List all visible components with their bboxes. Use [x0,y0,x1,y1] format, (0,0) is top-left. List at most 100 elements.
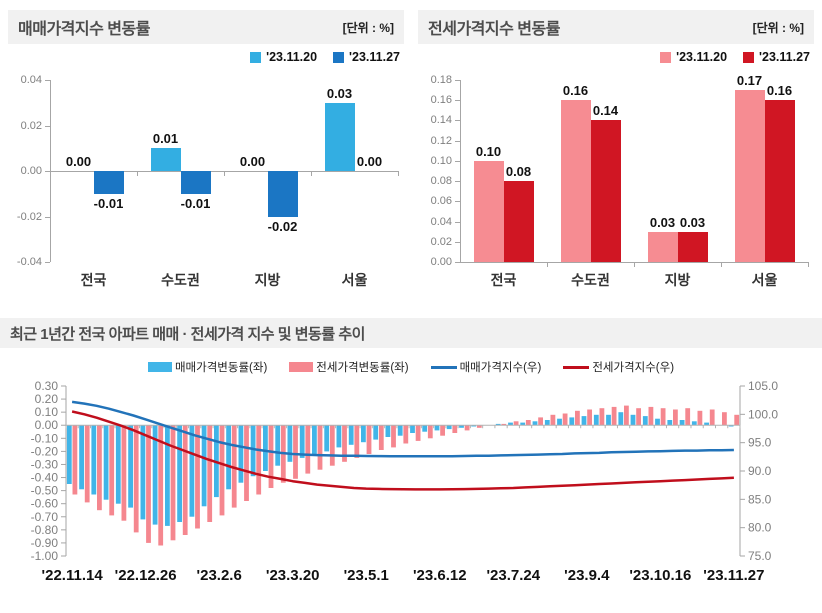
trend-bar-전세가격변동률(좌) [293,425,298,479]
value-label: 0.00 [239,154,266,169]
pink-bar-chip-icon [289,362,314,372]
left-tick-label: -0.60 [31,497,59,511]
x-axis-label: '23.5.1 [344,567,389,584]
trend-bar-매매가격변동률(좌) [201,425,207,507]
right-tick-label: 90.0 [748,464,772,478]
bar-'23.11.27 [764,100,795,262]
y-tick [45,80,50,81]
value-label: -0.01 [180,195,211,211]
trend-bar-매매가격변동률(좌) [422,425,428,432]
value-label: 0.14 [592,103,619,119]
trend-bar-전세가격변동률(좌) [648,406,654,426]
trend-bar-매매가격변동률(좌) [618,412,624,426]
trend-bar-매매가격변동률(좌) [434,425,440,431]
trend-bar-매매가격변동률(좌) [544,420,550,426]
trend-bar-매매가격변동률(좌) [593,414,599,426]
trend-section: 최근 1년간 전국 아파트 매매 · 전세가격 지수 및 변동률 추이 매매가격… [0,318,822,595]
trend-combo-chart: 0.300.200.100.00-0.10-0.20-0.30-0.40-0.5… [31,380,779,584]
y-tick [45,125,50,127]
category-label: 전국 [490,272,517,288]
bar-'23.11.20 [734,90,765,262]
dark-red-swatch-icon [743,51,755,63]
sales-unit-label: [단위 : %] [342,20,394,35]
jeonse-legend-item-1120: '23.11.20 [660,50,727,64]
bar-'23.11.27 [267,171,298,217]
left-tick-label: -0.30 [31,457,59,471]
trend-bar-매매가격변동률(좌) [446,425,452,430]
trend-bar-전세가격변동률(좌) [513,421,519,426]
trend-bar-전세가격변동률(좌) [624,405,629,426]
category-label: 수도권 [161,272,200,288]
trend-bar-매매가격변동률(좌) [361,425,366,443]
left-tick-label: -1.00 [31,549,59,563]
trend-bar-매매가격변동률(좌) [495,423,501,426]
trend-bar-매매가격변동률(좌) [263,425,268,471]
trend-bar-전세가격변동률(좌) [195,425,200,529]
trend-bar-매매가격변동률(좌) [226,425,231,490]
y-tick [455,140,460,142]
trend-bar-전세가격변동률(좌) [342,425,347,462]
trend-bar-전세가격변동률(좌) [636,408,641,426]
value-label: 0.00 [356,154,383,169]
right-tick-label: 95.0 [748,436,772,450]
trend-bar-매매가격변동률(좌) [557,418,562,426]
value-label: 0.03 [649,214,676,230]
y-tick-label: -0.04 [16,256,42,268]
trend-legend: 매매가격변동률(좌) 전세가격변동률(좌) 매매가격지수(우) 전세가격지수(우… [0,354,822,380]
trend-bar-전세가격변동률(좌) [722,412,727,426]
y-tick-label: 0.06 [430,195,452,208]
trend-bar-전세가격변동률(좌) [660,408,666,426]
trend-bar-매매가격변동률(좌) [103,425,109,500]
trend-bar-매매가격변동률(좌) [728,425,734,427]
trend-bar-매매가격변동률(좌) [250,425,256,477]
y-tick-label: 0.14 [430,114,452,127]
left-tick-label: 0.30 [35,380,59,393]
trend-bar-매매가격변동률(좌) [581,416,587,426]
x-axis-label: '23.11.27 [703,567,764,584]
y-tick [45,262,50,263]
x-tick [634,262,635,267]
value-label: 0.01 [152,131,179,147]
left-tick-label: 0.10 [35,405,59,419]
trend-bar-전세가격변동률(좌) [366,425,372,454]
trend-bar-매매가격변동률(좌) [642,416,648,426]
y-tick-label: -0.02 [16,210,42,223]
trend-bar-전세가격변동률(좌) [525,420,531,426]
trend-bar-전세가격변동률(좌) [391,425,396,448]
trend-legend-item-sales-change: 매매가격변동률(좌) [147,359,267,375]
bar-'23.11.27 [180,171,211,194]
bar-'23.11.27 [677,231,708,262]
y-tick [455,201,460,203]
trend-bar-전세가격변동률(좌) [599,408,605,426]
y-tick-label: 0.12 [430,134,452,147]
trend-bar-전세가격변동률(좌) [550,414,556,426]
y-tick [45,216,50,218]
trend-bar-매매가격변동률(좌) [397,425,403,436]
trend-bar-전세가격변동률(좌) [562,413,568,426]
y-tick-label: 0.00 [430,256,452,268]
left-tick-label: -0.90 [31,536,59,550]
trend-bar-매매가격변동률(좌) [152,425,158,525]
x-tick [224,171,225,176]
trend-bar-매매가격변동률(좌) [177,425,182,522]
left-tick-label: 0.20 [35,392,59,406]
sales-legend-label-1120: '23.11.20 [266,50,318,64]
jeonse-bar-chart: 0.18 0.16 0.14 0.12 0.10 0.08 0.06 0.04 0.02 0.00… [418,68,814,308]
trend-bar-매매가격변동률(좌) [238,425,244,483]
top-charts-row: 매매가격지수 변동률 [단위 : %] '23.11.20 '23.11.27 … [8,10,814,308]
right-tick-label: 75.0 [748,549,772,563]
y-tick [455,160,460,162]
jeonse-unit-label: [단위 : %] [752,20,804,35]
x-axis-label: '23.7.24 [486,567,540,584]
y-tick-label: 0.04 [20,74,42,86]
trend-bar-전세가격변동률(좌) [133,425,139,533]
left-tick-label: -0.10 [31,431,59,445]
trend-bar-전세가격변동률(좌) [268,425,274,488]
trend-bar-전세가격변동률(좌) [231,425,237,508]
sales-legend-label-1127: '23.11.27 [349,50,400,64]
trend-bar-전세가격변동률(좌) [734,414,740,426]
trend-bar-전세가격변동률(좌) [72,425,78,495]
y-tick [455,262,460,263]
y-tick [455,241,460,243]
x-tick [721,262,722,267]
